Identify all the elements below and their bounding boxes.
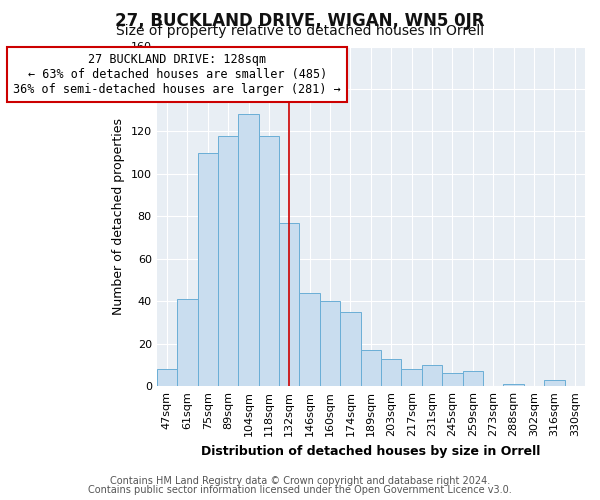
Bar (361, 350, 381, 386)
Bar (320, 302, 340, 386)
Bar (442, 374, 463, 386)
X-axis label: Distribution of detached houses by size in Orrell: Distribution of detached houses by size … (201, 444, 541, 458)
Text: Contains public sector information licensed under the Open Government Licence v3: Contains public sector information licen… (88, 485, 512, 495)
Bar (463, 372, 483, 386)
Text: 27 BUCKLAND DRIVE: 128sqm
← 63% of detached houses are smaller (485)
36% of semi: 27 BUCKLAND DRIVE: 128sqm ← 63% of detac… (13, 53, 341, 96)
Bar (299, 293, 320, 386)
Bar (238, 114, 259, 386)
Bar (177, 299, 197, 386)
Bar (218, 136, 238, 386)
Bar (401, 369, 422, 386)
Bar (340, 312, 361, 386)
Bar (197, 152, 218, 386)
Bar (503, 384, 524, 386)
Bar (157, 369, 177, 386)
Y-axis label: Number of detached properties: Number of detached properties (112, 118, 125, 315)
Bar (381, 358, 401, 386)
Bar (279, 222, 299, 386)
Bar (259, 136, 279, 386)
Bar (422, 365, 442, 386)
Text: 27, BUCKLAND DRIVE, WIGAN, WN5 0JR: 27, BUCKLAND DRIVE, WIGAN, WN5 0JR (115, 12, 485, 30)
Text: Size of property relative to detached houses in Orrell: Size of property relative to detached ho… (116, 24, 484, 38)
Bar (544, 380, 565, 386)
Text: Contains HM Land Registry data © Crown copyright and database right 2024.: Contains HM Land Registry data © Crown c… (110, 476, 490, 486)
